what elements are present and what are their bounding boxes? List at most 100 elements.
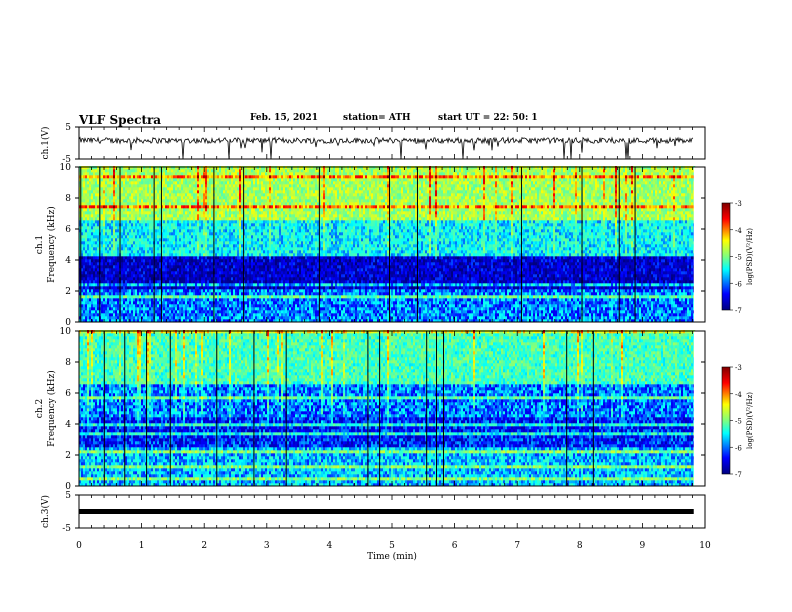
spectrogram-cell — [261, 292, 263, 295]
spectrogram-cell — [201, 277, 203, 280]
spectrogram-cell — [209, 307, 211, 310]
spectrogram-cell — [185, 301, 187, 304]
spectrogram-cell — [571, 286, 573, 289]
spectrogram-cell — [637, 277, 639, 280]
spectrogram-cell — [169, 316, 171, 319]
spectrogram-cell — [201, 316, 203, 319]
spectrogram-cell — [267, 301, 269, 304]
spectrogram-cell — [365, 304, 367, 307]
spectrogram-cell — [571, 283, 573, 286]
spectrogram-cell — [269, 307, 271, 310]
spectrogram-cell — [469, 301, 471, 304]
spectrogram-cell — [263, 286, 265, 289]
spectrogram-cell — [219, 286, 221, 289]
spectrogram-cell — [237, 304, 239, 307]
spectrogram-cell — [603, 298, 605, 301]
spectrogram-cell — [445, 289, 447, 292]
spectrogram-cell — [501, 280, 503, 283]
spectrogram-cell — [667, 298, 669, 301]
spectrogram-cell — [407, 298, 409, 301]
spectrogram-cell — [607, 310, 609, 313]
spectrogram-cell — [379, 280, 381, 283]
spectrogram-cell — [509, 286, 511, 289]
spectrogram-cell — [81, 298, 83, 301]
spectrogram-cell — [649, 316, 651, 319]
spectrogram-cell — [85, 295, 87, 298]
spectrogram-cell — [223, 304, 225, 307]
spectrogram-cell — [509, 310, 511, 313]
spectrogram-cell — [187, 295, 189, 298]
spectrogram-cell — [611, 277, 613, 280]
spectrogram-cell — [217, 298, 219, 301]
spectrogram-cell — [327, 277, 329, 280]
spectrogram-cell — [201, 313, 203, 316]
spectrogram-cell — [589, 295, 591, 298]
spectrogram-cell — [573, 310, 575, 313]
spectrogram-cell — [385, 307, 387, 310]
spectrogram-cell — [517, 277, 519, 280]
spectrogram-cell — [379, 316, 381, 319]
spectrogram-cell — [505, 298, 507, 301]
spectrogram-cell — [83, 310, 85, 313]
spectrogram-cell — [345, 316, 347, 319]
spectrogram-cell — [593, 304, 595, 307]
spectrogram-cell — [191, 289, 193, 292]
spectrogram-cell — [679, 286, 681, 289]
spectrogram-cell — [323, 292, 325, 295]
spectrogram-cell — [347, 295, 349, 298]
spectrogram-cell — [347, 301, 349, 304]
spectrogram-cell — [269, 280, 271, 283]
spectrogram-cell — [525, 298, 527, 301]
spectrogram-cell — [81, 313, 83, 316]
spectrogram-cell — [107, 310, 109, 313]
spectrogram-cell — [595, 316, 597, 319]
spectrogram-cell — [503, 298, 505, 301]
spectrogram-cell — [255, 295, 257, 298]
spectrogram-cell — [185, 286, 187, 289]
spectrogram-cell — [179, 313, 181, 316]
spectrogram-cell — [287, 313, 289, 316]
spectrogram-cell — [591, 307, 593, 310]
spectrogram-cell — [579, 286, 581, 289]
spectrogram-cell — [579, 298, 581, 301]
spectrogram-cell — [459, 310, 461, 313]
spectrogram-cell — [303, 289, 305, 292]
spectrogram-cell — [289, 295, 291, 298]
spectrogram-cell — [197, 313, 199, 316]
spectrogram-cell — [379, 295, 381, 298]
spectrogram-cell — [151, 304, 153, 307]
spectrogram-cell — [583, 313, 585, 316]
spectrogram-cell — [129, 295, 131, 298]
spectrogram-cell — [227, 295, 229, 298]
spectrogram-cell — [611, 280, 613, 283]
spectrogram-cell — [613, 313, 615, 316]
spectrogram-cell — [397, 292, 399, 295]
spectrogram-cell — [507, 310, 509, 313]
spectrogram-cell — [383, 295, 385, 298]
spectrogram-cell — [507, 292, 509, 295]
spectrogram-cell — [485, 277, 487, 280]
spectrogram-cell — [205, 280, 207, 283]
spectrogram-cell — [453, 283, 455, 286]
spectrogram-cell — [687, 283, 689, 286]
spectrogram-cell — [395, 286, 397, 289]
spectrogram-cell — [313, 283, 315, 286]
spectrogram-cell — [669, 295, 671, 298]
spectrogram-cell — [285, 316, 287, 319]
spectrogram-cell — [283, 301, 285, 304]
spectrogram-cell — [381, 298, 383, 301]
spectrogram-cell — [81, 310, 83, 313]
spectrogram-cell — [669, 313, 671, 316]
spectrogram-cell — [125, 280, 127, 283]
spectrogram-cell — [361, 292, 363, 295]
spectrogram-cell — [529, 277, 531, 280]
spectrogram-cell — [187, 283, 189, 286]
spectrogram-cell — [355, 280, 357, 283]
spectrogram-cell — [307, 286, 309, 289]
spectrogram-cell — [131, 301, 133, 304]
spectrogram-cell — [291, 304, 293, 307]
spectrogram-cell — [579, 310, 581, 313]
spectrogram-cell — [207, 295, 209, 298]
spectrogram-cell — [101, 292, 103, 295]
spectrogram-cell — [579, 292, 581, 295]
